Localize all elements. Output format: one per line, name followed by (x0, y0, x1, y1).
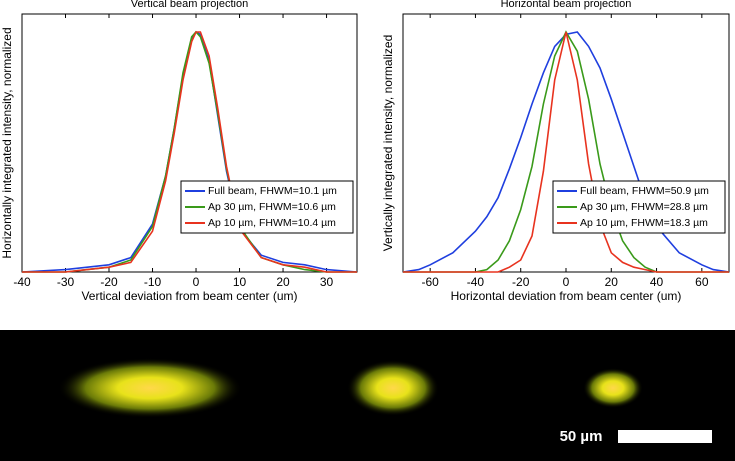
x-tick-label: 0 (563, 275, 570, 289)
x-tick-label: -40 (467, 275, 485, 289)
x-tick-label: 30 (320, 275, 334, 289)
data-line (22, 31, 357, 273)
x-tick-label: -20 (100, 275, 118, 289)
x-tick-label: -30 (57, 275, 75, 289)
data-line (403, 31, 729, 273)
legend-box (552, 180, 726, 234)
beam-spot (583, 368, 643, 408)
chart-title: Vertical beam projection (131, 0, 248, 10)
x-axis-label: Horizontal deviation from beam center (u… (451, 289, 682, 303)
legend-label: Ap 10 µm, FHWM=10.4 µm (208, 217, 336, 229)
y-axis-label: Vertically integrated intensity, normali… (381, 35, 395, 252)
legend-label: Full beam, FHWM=10.1 µm (208, 185, 337, 197)
x-axis-label: Vertical deviation from beam center (um) (81, 289, 297, 303)
legend-label: Ap 10 µm, FHWM=18.3 µm (580, 217, 708, 229)
x-tick-label: 40 (650, 275, 664, 289)
beam-spot (58, 358, 242, 418)
legend-label: Ap 30 µm, FHWM=28.8 µm (580, 201, 708, 213)
x-tick-label: -10 (144, 275, 162, 289)
y-axis-label: Horizontally integrated intensity, norma… (0, 27, 14, 258)
x-tick-label: 20 (276, 275, 290, 289)
scale-bar (618, 430, 712, 443)
x-tick-label: 0 (193, 275, 200, 289)
x-tick-label: -20 (512, 275, 530, 289)
beam-spot (347, 360, 439, 416)
x-tick-label: 20 (605, 275, 619, 289)
chart-title: Horizontal beam projection (501, 0, 632, 10)
x-tick-label: 60 (695, 275, 709, 289)
legend-label: Ap 30 µm, FHWM=10.6 µm (208, 201, 336, 213)
x-tick-label: 10 (233, 275, 247, 289)
x-tick-label: -60 (421, 275, 439, 289)
legend-label: Full beam, FHWM=50.9 µm (580, 185, 709, 197)
legend-box (180, 180, 354, 234)
x-tick-label: -40 (13, 275, 31, 289)
scale-label: 50 µm (560, 428, 603, 445)
